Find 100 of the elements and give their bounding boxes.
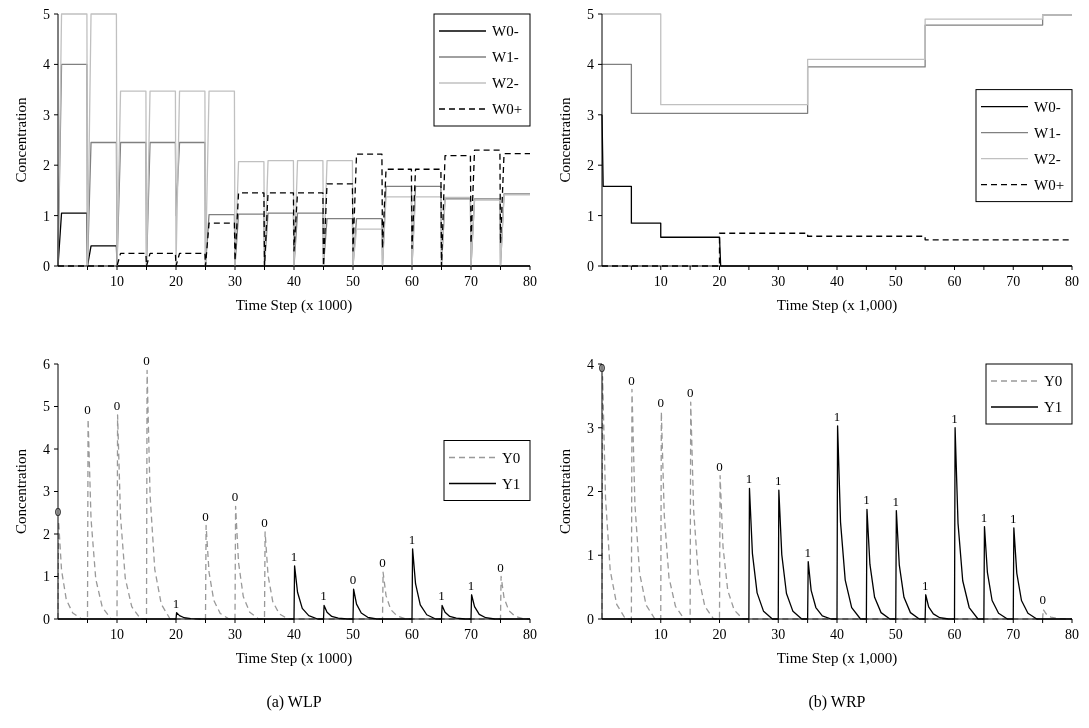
legend-label: W2- [492, 75, 519, 92]
x-tick-label: 40 [287, 627, 301, 642]
annotation: 0 [113, 398, 121, 413]
legend-label: Y1 [502, 475, 521, 492]
x-tick-label: 60 [947, 274, 962, 289]
y-tick-label: 6 [43, 356, 50, 372]
annotation: 1 [1010, 510, 1017, 526]
y-tick-label: 1 [43, 208, 50, 224]
y-tick-label: 3 [43, 107, 50, 123]
x-tick-label: 10 [110, 627, 124, 642]
annotation: 0 [202, 508, 209, 524]
y-tick-label: 4 [43, 441, 50, 457]
x-tick-label: 40 [830, 274, 844, 289]
x-tick-label: 80 [523, 274, 537, 289]
x-tick-label: 60 [405, 274, 419, 289]
y-tick-label: 5 [587, 6, 594, 22]
annotation: 1 [951, 410, 958, 426]
legend-label: W1- [492, 49, 519, 66]
annotation: 1 [172, 595, 180, 611]
x-tick-label: 50 [346, 627, 360, 642]
x-tick-label: 70 [1006, 627, 1021, 642]
legend-label: W0+ [1034, 176, 1065, 193]
annotation: 0 [1039, 592, 1046, 608]
annotation: 0 [231, 489, 239, 505]
x-tick-label: 60 [947, 627, 962, 642]
x-tick-label: 80 [523, 627, 537, 642]
x-tick-label: 10 [653, 627, 668, 642]
annotation: 0 [261, 514, 268, 530]
annotation: 1 [863, 492, 870, 508]
y-tick-label: 4 [587, 57, 594, 73]
legend-label: W0- [492, 23, 519, 40]
y-axis-title: Concentration [557, 97, 573, 183]
x-tick-label: 20 [169, 627, 183, 642]
y-axis-title: Concentration [13, 448, 29, 534]
x-tick-label: 60 [405, 627, 419, 642]
annotation: 0 [686, 385, 694, 401]
y-tick-label: 4 [587, 356, 594, 372]
legend-label: W2- [1034, 150, 1061, 167]
y-tick-label: 1 [587, 208, 594, 224]
x-axis-title: Time Step (x 1,000) [776, 650, 898, 667]
x-tick-label: 80 [1065, 274, 1079, 289]
text: (a) WLP [266, 693, 322, 711]
x-tick-label: 40 [287, 274, 301, 289]
y-tick-label: 2 [587, 484, 594, 500]
y-tick-label: 0 [587, 611, 594, 627]
annotation: 1 [980, 509, 988, 525]
annotation: 1 [290, 548, 298, 564]
x-tick-label: 10 [653, 274, 668, 289]
annotation: 1 [804, 544, 811, 560]
annotation: 1 [892, 493, 899, 509]
annotation: 0 [497, 559, 504, 575]
x-tick-label: 30 [771, 627, 786, 642]
x-tick-label: 10 [110, 274, 124, 289]
legend-label: W0+ [492, 101, 523, 118]
y-tick-label: 3 [587, 420, 594, 436]
x-tick-label: 40 [830, 627, 844, 642]
y-tick-label: 0 [43, 611, 50, 627]
annotation: 1 [921, 577, 929, 593]
annotation: 1 [408, 531, 416, 547]
y-tick-label: 3 [587, 107, 594, 123]
x-tick-label: 20 [712, 627, 727, 642]
x-tick-label: 80 [1065, 627, 1079, 642]
x-tick-label: 70 [464, 274, 478, 289]
x-tick-label: 50 [888, 627, 903, 642]
y-tick-label: 2 [587, 158, 594, 174]
annotation: 1 [320, 588, 327, 604]
annotation: 1 [833, 408, 841, 424]
annotation: 0 [379, 555, 386, 571]
annotation: 0 [716, 458, 723, 474]
y-tick-label: 4 [43, 57, 50, 73]
x-tick-label: 50 [888, 274, 903, 289]
annotation: 0 [84, 402, 91, 418]
annotation: 1 [745, 471, 753, 487]
annotation: 0 [54, 504, 62, 520]
y-tick-label: 1 [587, 548, 594, 564]
legend-label: Y0 [1044, 373, 1063, 390]
x-tick-label: 30 [228, 627, 242, 642]
x-tick-label: 50 [346, 274, 360, 289]
x-axis-title: Time Step (x 1,000) [776, 297, 898, 314]
x-tick-label: 20 [712, 274, 727, 289]
line-series [57, 13, 531, 267]
annotation: 1 [775, 473, 782, 489]
annotation: 0 [349, 572, 357, 588]
x-tick-label: 30 [771, 274, 786, 289]
annotation: 0 [657, 394, 664, 410]
y-tick-label: 2 [43, 158, 50, 174]
y-axis-title: Concentration [557, 448, 573, 534]
annotation: 1 [467, 577, 475, 593]
legend-label: Y1 [1044, 399, 1063, 416]
annotation: 0 [598, 359, 606, 375]
x-tick-label: 30 [228, 274, 242, 289]
text: (b) WRP [808, 693, 866, 711]
x-tick-label: 20 [169, 274, 183, 289]
x-axis-title: Time Step (x 1000) [235, 297, 353, 314]
annotation: 0 [143, 353, 150, 369]
y-tick-label: 2 [43, 526, 50, 542]
y-axis-title: Concentration [13, 97, 29, 183]
annotation: 1 [438, 588, 445, 604]
x-tick-label: 70 [464, 627, 478, 642]
legend-label: Y0 [502, 449, 521, 466]
